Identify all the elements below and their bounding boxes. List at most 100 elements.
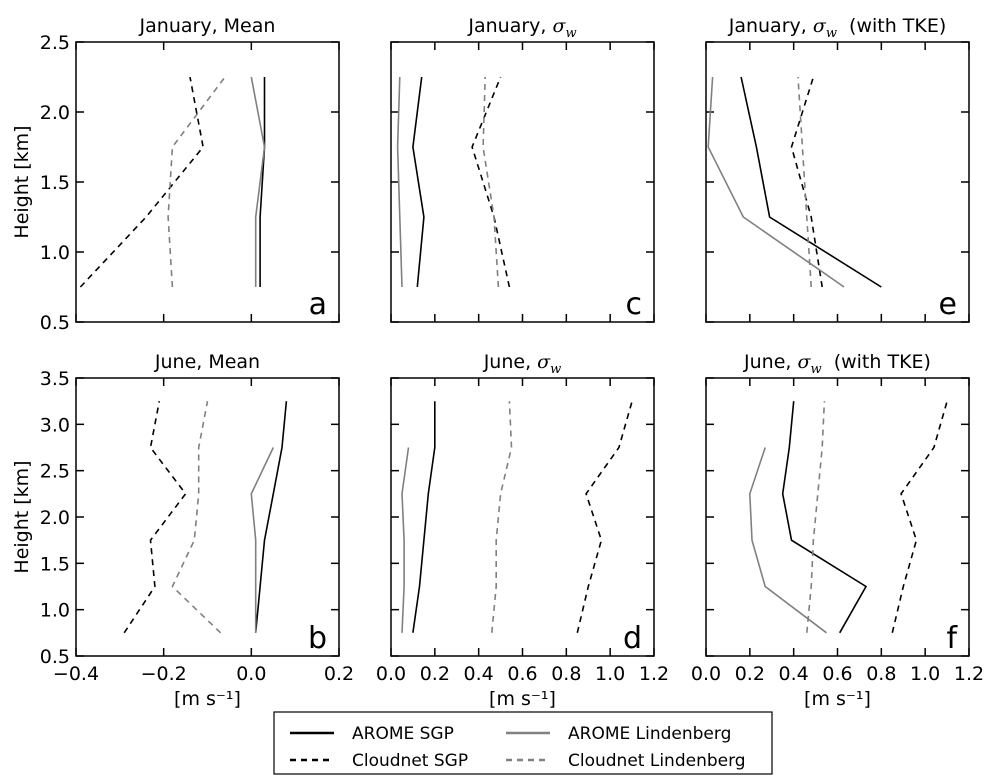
panel-d: 0.0 0.2 0.4 0.6 0.8 1.0 1.2 June, σw d [m s⁻¹] xyxy=(376,351,669,710)
y-tick-label: 2.0 xyxy=(40,507,70,529)
panel-letter: a xyxy=(309,287,327,322)
panel-title-text: June, xyxy=(743,351,797,373)
panel-title-suffix: (with TKE) xyxy=(822,351,931,373)
legend: AROME SGP AROME Lindenberg Cloudnet SGP Clo… xyxy=(273,711,773,775)
legend-label-arome_lind: AROME Lindenberg xyxy=(568,724,731,744)
panel-letter: f xyxy=(946,621,958,656)
series-line-cloudnet_sgp xyxy=(79,76,204,288)
series-line-arome_sgp xyxy=(259,77,266,287)
x-tick-label: 0.8 xyxy=(866,663,896,685)
y-tick-label: 3.5 xyxy=(40,368,70,390)
panel-letter: b xyxy=(308,621,327,656)
legend-label-cloudnet_sgp: Cloudnet SGP xyxy=(352,751,468,771)
plot-frame xyxy=(390,41,655,323)
x-tick-label: 1.0 xyxy=(595,663,625,685)
legend-label-cloudnet_lind: Cloudnet Lindenberg xyxy=(568,751,746,771)
series-line-arome_lind xyxy=(250,76,266,287)
series-line-arome_sgp xyxy=(781,401,868,634)
series-line-cloudnet_sgp xyxy=(471,76,511,288)
y-tick-label: 2.5 xyxy=(40,461,70,483)
x-axis-label: [m s⁻¹] xyxy=(174,688,241,710)
x-tick-label: 0.2 xyxy=(735,663,765,685)
x-tick-label: 0.4 xyxy=(464,663,494,685)
x-tick-label: 1.0 xyxy=(910,663,940,685)
panel-title-subscript: w xyxy=(565,26,576,41)
panel-letter: c xyxy=(626,287,643,322)
panel-title-text: January, xyxy=(728,15,813,37)
y-axis-label: Height [km] xyxy=(11,125,33,238)
series-line-arome_lind xyxy=(396,76,403,288)
plot-frame xyxy=(705,377,970,657)
plot-frame xyxy=(705,41,970,323)
panel-a: 0.5 1.0 1.5 2.0 2.5 January, Mean a Height [km] xyxy=(11,15,340,334)
panel-title-text: June, xyxy=(483,351,537,373)
series-line-arome_lind xyxy=(748,447,827,634)
x-tick-label: 0.0 xyxy=(691,663,721,685)
panel-title-subscript: w xyxy=(826,26,837,41)
legend-box xyxy=(273,711,773,775)
y-tick-label: 1.5 xyxy=(40,553,70,575)
series-line-cloudnet_sgp xyxy=(576,400,633,633)
series-line-cloudnet_sgp xyxy=(891,400,948,633)
x-axis-label: [m s⁻¹] xyxy=(804,688,871,710)
series-line-cloudnet_lind xyxy=(797,76,812,288)
panel-c: January, σw c xyxy=(390,15,655,323)
panel-title: January, σw (with TKE) xyxy=(728,15,947,41)
panel-b: −0.4 −0.2 0.0 0.2 0.5 1.0 1.5 2.0 2.5 3.0 3.5 June,… xyxy=(11,351,354,710)
panel-title-subscript: w xyxy=(550,362,561,377)
panel-title-text: June, Mean xyxy=(154,351,260,373)
plot-frame xyxy=(390,377,655,657)
series-line-arome_lind xyxy=(401,447,410,633)
series-line-cloudnet_lind xyxy=(482,76,500,288)
x-tick-label: −0.2 xyxy=(141,663,187,685)
x-tick-label: 0.2 xyxy=(420,663,450,685)
x-tick-label: 1.2 xyxy=(639,663,669,685)
x-tick-label: 0.8 xyxy=(551,663,581,685)
panel-title: June, σw xyxy=(483,351,562,377)
series-line-arome_lind xyxy=(250,447,275,633)
y-tick-label: 3.0 xyxy=(40,414,70,436)
series-line-arome_sgp xyxy=(412,76,425,288)
series-line-cloudnet_lind xyxy=(167,76,226,288)
x-tick-label: 0.6 xyxy=(822,663,852,685)
y-tick-label: 2.0 xyxy=(40,102,70,124)
plot-frame xyxy=(75,41,340,323)
panel-title: January, σw xyxy=(467,15,576,41)
panel-title: June, σw (with TKE) xyxy=(743,351,931,377)
panel-title-sigma: σ xyxy=(537,351,551,373)
series-line-arome_sgp xyxy=(254,401,288,633)
series-line-arome_sgp xyxy=(740,76,882,288)
plot-frame xyxy=(75,377,340,657)
panel-title-text: January, Mean xyxy=(139,15,276,37)
x-tick-label: 1.2 xyxy=(954,663,984,685)
series-line-cloudnet_lind xyxy=(806,401,826,633)
x-tick-label: −0.4 xyxy=(53,663,99,685)
panel-title: January, Mean xyxy=(139,15,276,37)
panel-title: June, Mean xyxy=(154,351,260,373)
panel-title-subscript: w xyxy=(810,362,821,377)
y-tick-label: 1.5 xyxy=(40,172,70,194)
y-tick-label: 0.5 xyxy=(40,646,70,668)
series-line-cloudnet_lind xyxy=(171,401,222,634)
panel-title-sigma: σ xyxy=(813,15,827,37)
y-tick-label: 1.0 xyxy=(40,600,70,622)
panel-title-sigma: σ xyxy=(552,15,566,37)
x-axis-label: [m s⁻¹] xyxy=(489,688,556,710)
panel-letter: d xyxy=(623,621,642,656)
panel-letter: e xyxy=(939,287,957,322)
series-line-arome_sgp xyxy=(412,401,436,633)
panel-e: January, σw (with TKE) e xyxy=(705,15,970,323)
panel-title-sigma: σ xyxy=(798,351,812,373)
legend-label-arome_sgp: AROME SGP xyxy=(352,724,454,744)
panel-f: 0.0 0.2 0.4 0.6 0.8 1.0 1.2 June, σw (with TKE)… xyxy=(691,351,984,710)
series-line-arome_lind xyxy=(707,76,845,288)
panel-title-text: January, xyxy=(467,15,552,37)
y-tick-label: 2.5 xyxy=(40,32,70,54)
panel-title-suffix: (with TKE) xyxy=(837,15,946,37)
series-line-cloudnet_sgp xyxy=(790,76,823,288)
x-tick-label: 0.2 xyxy=(324,663,354,685)
x-tick-label: 0.4 xyxy=(779,663,809,685)
series-line-cloudnet_lind xyxy=(491,401,513,633)
y-tick-label: 1.0 xyxy=(40,242,70,264)
